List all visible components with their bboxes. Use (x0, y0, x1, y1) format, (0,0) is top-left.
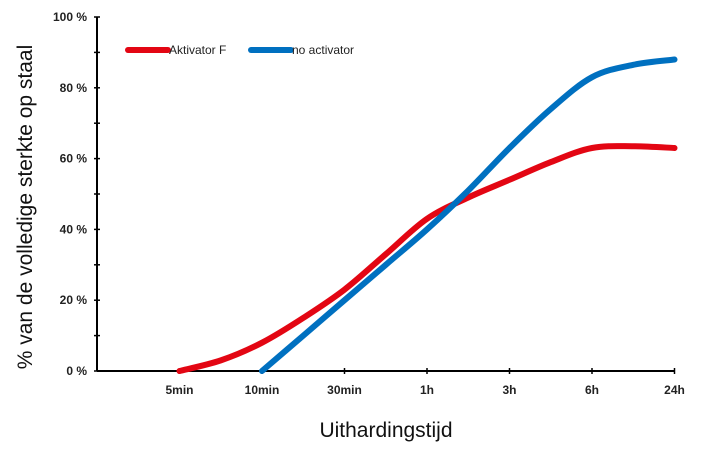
y-axis-title: % van de volledige sterkte op staal (14, 45, 37, 370)
y-tick-label: 20 % (60, 293, 88, 307)
x-tick-label: 10min (245, 383, 280, 397)
x-tick-label: 5min (165, 383, 193, 397)
legend-label-1: Aktivator F (169, 43, 226, 57)
x-tick-label: 6h (585, 383, 599, 397)
x-tick-label: 1h (420, 383, 434, 397)
y-tick-label: 60 % (60, 152, 88, 166)
series-line-2 (259, 56, 678, 374)
y-tick-label: 40 % (60, 222, 88, 236)
y-tick-label: 100 % (53, 10, 87, 24)
x-tick-label: 3h (502, 383, 516, 397)
x-axis-title: Uithardingstijd (319, 419, 452, 442)
x-tick-label: 30min (327, 383, 362, 397)
series-line-1 (176, 143, 678, 374)
y-tick-label: 80 % (60, 81, 88, 95)
x-tick-label: 24h (664, 383, 685, 397)
legend-label-2: no activator (292, 43, 354, 57)
y-tick-label: 0 % (66, 364, 87, 378)
